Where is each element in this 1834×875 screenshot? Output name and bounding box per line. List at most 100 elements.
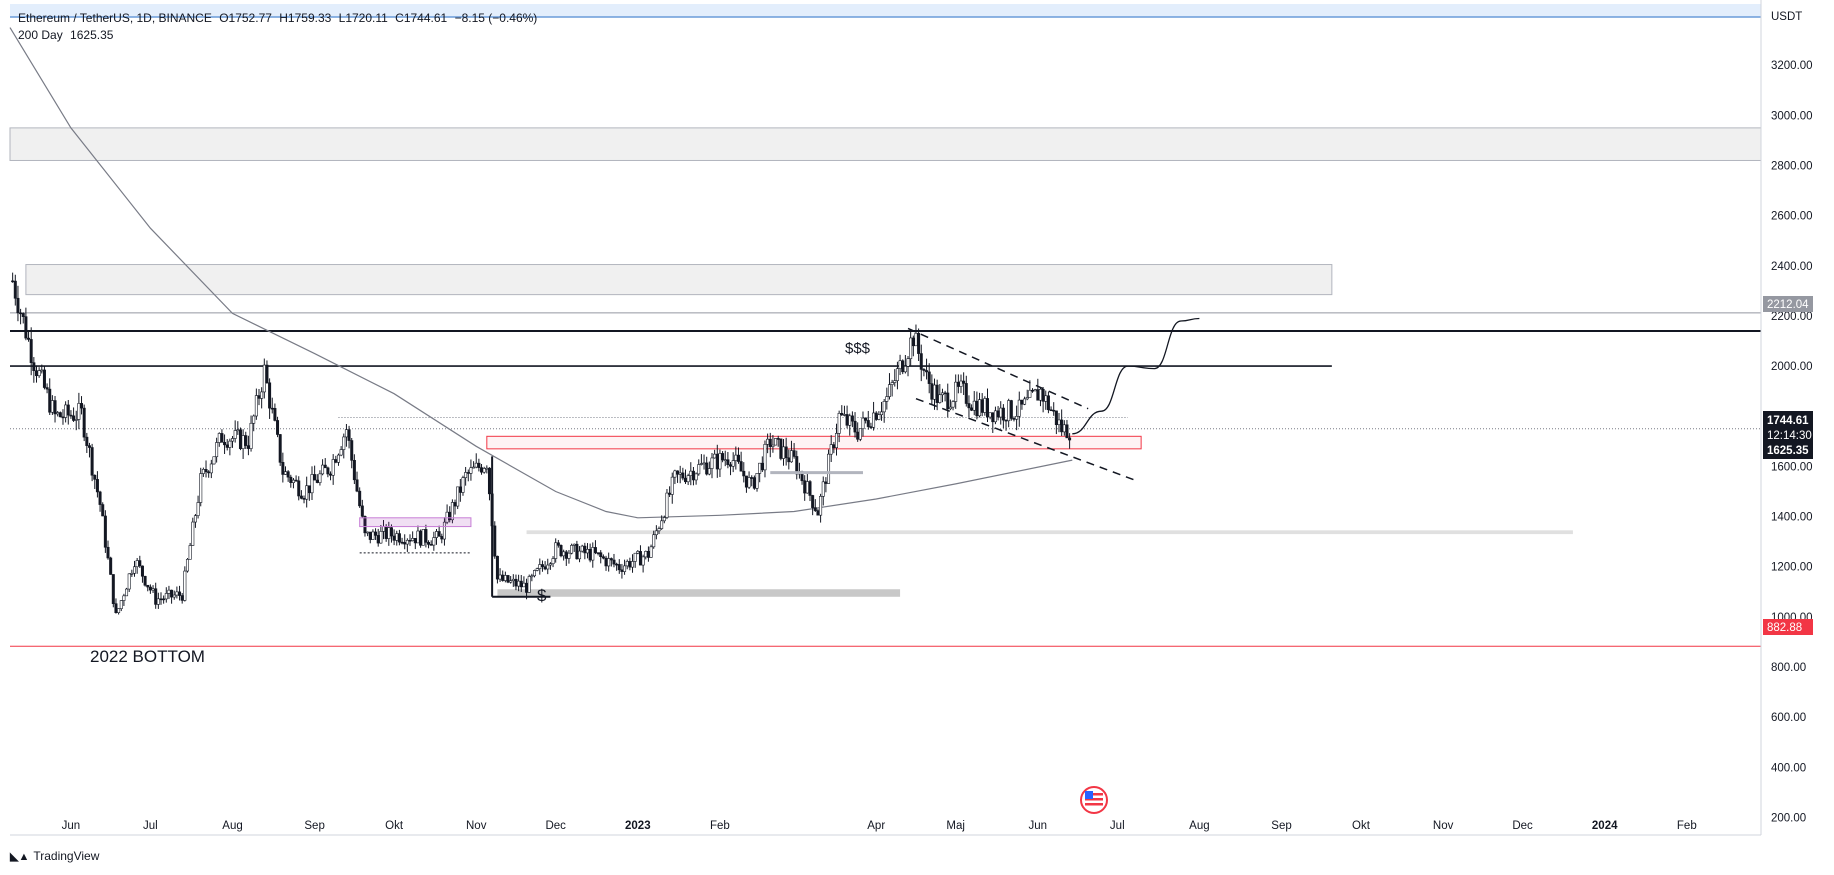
candle-body xyxy=(819,496,823,516)
level-low-label: 882.88 xyxy=(1767,622,1802,634)
candle-body xyxy=(98,491,102,505)
candle-body xyxy=(366,531,370,534)
candle-body xyxy=(948,406,952,410)
candle-body xyxy=(339,449,343,456)
candle-body xyxy=(1041,388,1045,402)
candle-body xyxy=(755,473,759,489)
candle-body xyxy=(90,447,94,476)
candle-body xyxy=(530,575,534,578)
candle-body xyxy=(570,545,574,554)
candle-body xyxy=(40,369,44,372)
x-tick-label: Dec xyxy=(545,820,566,832)
candle-body xyxy=(387,527,391,539)
candle-body xyxy=(442,521,446,540)
candle-body xyxy=(231,438,235,442)
candle-body xyxy=(856,431,860,440)
candle-body xyxy=(697,464,701,475)
candle-body xyxy=(999,407,1003,418)
candle-body xyxy=(207,471,211,474)
candle-body xyxy=(379,531,383,544)
x-tick-label: Jun xyxy=(1029,820,1048,832)
candle-body xyxy=(901,360,905,373)
candle-body xyxy=(85,436,89,446)
candle-body xyxy=(522,582,526,588)
candle-body xyxy=(419,530,423,546)
symbol-legend[interactable]: Ethereum / TetherUS, 1D, BINANCE O1752.7… xyxy=(18,10,541,44)
time-axis[interactable]: Jun Jul Aug Sep Okt Nov Dec 2023 Feb Apr Maj Jun Jul… xyxy=(62,820,1697,832)
candle-body xyxy=(72,415,76,421)
candle-body xyxy=(617,564,621,571)
candle-body xyxy=(850,415,854,422)
price-labels: 2212.04 1744.61 12:14:30 1625.35 882.88 xyxy=(1763,296,1813,635)
candle-body xyxy=(1031,389,1035,392)
x-tick-label: 2023 xyxy=(625,820,651,832)
x-tick-label: 2024 xyxy=(1592,820,1618,832)
candle-body xyxy=(278,434,282,463)
candle-body xyxy=(880,411,884,416)
candle-body xyxy=(975,400,979,417)
flag-icon[interactable] xyxy=(1080,786,1108,814)
candle-body xyxy=(352,460,356,481)
candle-body xyxy=(649,546,653,558)
candle-body xyxy=(1060,419,1064,433)
candle-body xyxy=(744,475,748,488)
candle-body xyxy=(742,470,746,477)
candle-body xyxy=(1012,418,1016,420)
candle-body xyxy=(811,495,815,508)
candle-body xyxy=(517,580,521,587)
x-tick-label: Nov xyxy=(466,820,487,832)
candle-body xyxy=(774,438,778,446)
candle-body xyxy=(456,486,460,507)
candle-body xyxy=(726,459,730,465)
candle-body xyxy=(246,445,250,449)
candle-body xyxy=(509,580,513,583)
tradingview-watermark[interactable]: ◣▲ TradingView xyxy=(10,849,99,863)
candle-body xyxy=(562,551,566,557)
candle-body xyxy=(591,547,595,561)
candle-body xyxy=(262,364,266,393)
drawings-layer xyxy=(359,317,1200,598)
candle-body xyxy=(527,576,531,593)
candle-body xyxy=(707,468,711,475)
level-high-label: 2212.04 xyxy=(1767,299,1809,311)
candle-body xyxy=(705,462,709,475)
candle-body xyxy=(273,408,277,421)
candle-body xyxy=(691,470,695,481)
legend-low: L1720.11 xyxy=(338,11,388,25)
candle-body xyxy=(472,466,476,469)
moving-average-layer xyxy=(9,27,1073,519)
candle-body xyxy=(294,479,298,482)
candle-body xyxy=(927,371,931,384)
candle-body xyxy=(1036,389,1040,401)
candle-body xyxy=(842,414,846,416)
zone-box xyxy=(25,264,1333,296)
candle-body xyxy=(156,598,160,605)
candle-body xyxy=(334,459,338,463)
candle-body xyxy=(540,564,544,567)
channel-upper-line xyxy=(907,327,1089,410)
x-tick-label: Nov xyxy=(1433,820,1454,832)
candle-body xyxy=(837,413,841,434)
candle-body xyxy=(286,471,290,478)
candle-body xyxy=(133,566,137,574)
candle-body xyxy=(657,528,661,532)
range-box xyxy=(359,517,472,528)
candle-body xyxy=(114,603,118,614)
candle-body xyxy=(140,565,144,577)
candle-body xyxy=(336,454,340,463)
candle-body xyxy=(464,472,468,478)
candle-body xyxy=(615,563,619,566)
candle-body xyxy=(185,559,189,572)
y-tick-label: 2800.00 xyxy=(1771,160,1813,172)
candle-body xyxy=(392,535,396,541)
candle-body xyxy=(991,412,995,423)
candle-body xyxy=(858,428,862,440)
candle-body xyxy=(1038,388,1042,401)
candle-body xyxy=(80,403,84,409)
candle-body xyxy=(607,558,611,567)
candle-body xyxy=(1017,399,1021,417)
candle-body xyxy=(45,387,49,390)
y-tick-label: 2200.00 xyxy=(1771,311,1813,323)
candle-body xyxy=(559,545,563,557)
